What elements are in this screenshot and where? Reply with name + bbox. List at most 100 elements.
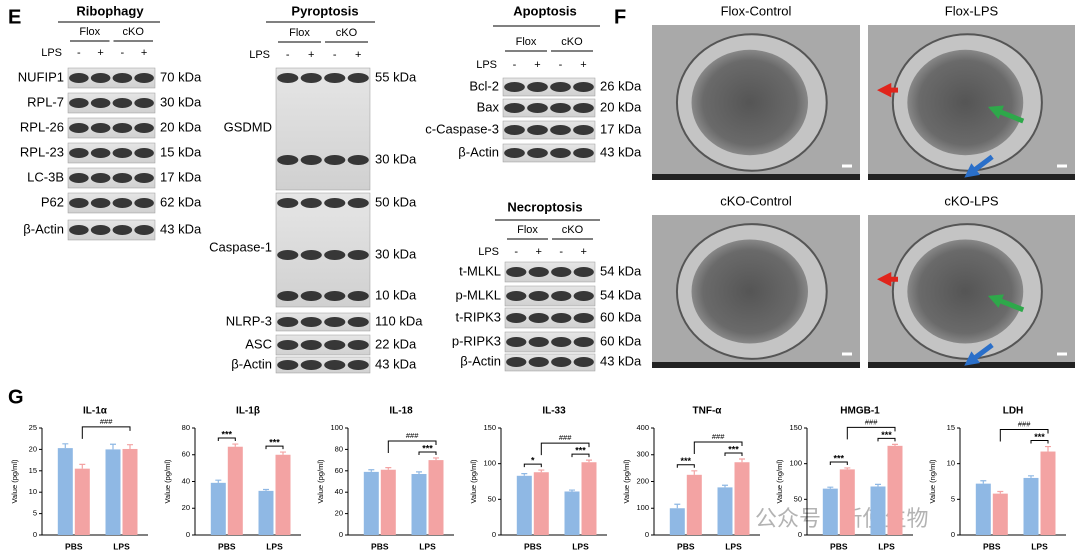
y-tick-label: 0 bbox=[645, 530, 649, 539]
sig-bracket bbox=[676, 464, 695, 468]
y-tick-label: 40 bbox=[182, 476, 190, 485]
treatment-label: LPS bbox=[41, 47, 62, 59]
blot-band bbox=[277, 291, 299, 301]
error-bar bbox=[827, 486, 834, 489]
protein-label: β-Actin bbox=[231, 356, 272, 371]
blot-band bbox=[112, 123, 133, 133]
kda-marker: 26 kDa bbox=[600, 78, 642, 93]
y-tick-label: 100 bbox=[483, 459, 496, 468]
bar bbox=[669, 508, 685, 535]
info-bar bbox=[652, 174, 860, 180]
error-bar bbox=[263, 488, 269, 491]
bar bbox=[975, 483, 991, 535]
lane-sign: + bbox=[580, 59, 586, 71]
blot-band bbox=[277, 360, 299, 370]
kda-marker: 43 kDa bbox=[600, 144, 642, 159]
bar bbox=[564, 491, 580, 535]
kda-marker: 30 kDa bbox=[375, 151, 417, 166]
blot-band bbox=[550, 125, 571, 135]
bar bbox=[1040, 451, 1056, 535]
error-bar bbox=[280, 451, 286, 455]
y-tick-label: 150 bbox=[789, 423, 802, 432]
error-bar bbox=[691, 470, 698, 475]
arrow-head bbox=[877, 271, 892, 287]
x-tick-label: PBS bbox=[65, 541, 83, 551]
bar bbox=[411, 474, 427, 535]
error-bar bbox=[586, 459, 592, 463]
x-tick-label: PBS bbox=[677, 541, 695, 551]
sig-label: *** bbox=[728, 444, 739, 454]
blot-band bbox=[347, 340, 369, 350]
bar bbox=[275, 454, 291, 535]
x-tick-label: PBS bbox=[371, 541, 389, 551]
y-tick-label: 10 bbox=[947, 459, 955, 468]
blot-band bbox=[300, 291, 322, 301]
protein-label: p-MLKL bbox=[455, 287, 501, 302]
kda-marker: 17 kDa bbox=[160, 169, 202, 184]
blot-band bbox=[551, 267, 572, 277]
bar bbox=[516, 475, 532, 535]
blot-strip bbox=[502, 77, 596, 97]
group-label: cKO bbox=[336, 27, 358, 39]
sig-label: * bbox=[531, 455, 535, 465]
image-title: Flox-Control bbox=[721, 3, 792, 18]
lane-sign: + bbox=[97, 47, 103, 59]
bar bbox=[717, 487, 733, 535]
blot-band bbox=[550, 103, 571, 113]
blot-band bbox=[112, 198, 133, 208]
kda-marker: 62 kDa bbox=[160, 194, 202, 209]
lane-sign: + bbox=[534, 59, 540, 71]
image-title: cKO-LPS bbox=[944, 193, 999, 208]
x-tick-label: LPS bbox=[113, 541, 130, 551]
blot-strip bbox=[67, 117, 156, 139]
blot-band bbox=[90, 173, 111, 183]
error-bar bbox=[79, 463, 86, 469]
blot-strip bbox=[502, 143, 596, 163]
blot-strip bbox=[67, 192, 156, 214]
y-tick-label: 100 bbox=[330, 423, 343, 432]
blot-band bbox=[69, 73, 89, 83]
group-label: Flox bbox=[517, 224, 538, 236]
blot-title: Pyroptosis bbox=[291, 3, 358, 18]
panel-letter: E bbox=[8, 6, 21, 28]
lane-sign: + bbox=[141, 47, 147, 59]
kda-marker: 17 kDa bbox=[600, 121, 642, 136]
sig-bracket bbox=[540, 442, 590, 456]
blot-band bbox=[134, 148, 154, 158]
error-bar bbox=[722, 484, 728, 488]
blot-band bbox=[324, 291, 346, 301]
kda-marker: 22 kDa bbox=[375, 336, 417, 351]
bar bbox=[105, 449, 121, 535]
blot-band bbox=[134, 198, 154, 208]
blot-strip bbox=[502, 120, 596, 140]
bar bbox=[839, 469, 855, 535]
group-label: Flox bbox=[289, 27, 310, 39]
panel-letter: F bbox=[614, 6, 626, 28]
blot-band bbox=[277, 317, 299, 327]
sig-bracket bbox=[724, 452, 743, 457]
group-label: Flox bbox=[516, 36, 537, 48]
blot-band bbox=[112, 98, 133, 108]
error-bar bbox=[521, 473, 528, 476]
error-bar bbox=[1028, 475, 1034, 478]
y-tick-label: 25 bbox=[29, 423, 37, 432]
sig-label: *** bbox=[834, 453, 845, 463]
kda-marker: 43 kDa bbox=[600, 353, 642, 368]
y-axis-label: Value (pg/ml) bbox=[163, 459, 172, 504]
kda-marker: 43 kDa bbox=[375, 356, 417, 371]
nucleus bbox=[907, 239, 1024, 344]
sig-label: ### bbox=[100, 417, 113, 426]
blot-title: Necroptosis bbox=[507, 199, 582, 214]
lane-sign: - bbox=[333, 49, 337, 61]
blot-band bbox=[90, 123, 111, 133]
blot-band bbox=[277, 155, 299, 165]
bar bbox=[581, 462, 597, 535]
sig-bracket bbox=[846, 426, 896, 440]
blot-band bbox=[90, 148, 111, 158]
protein-label: ASC bbox=[245, 336, 272, 351]
bar bbox=[74, 468, 90, 535]
x-tick-label: LPS bbox=[725, 541, 742, 551]
lane-sign: - bbox=[513, 59, 517, 71]
blot-band bbox=[504, 125, 525, 135]
kda-marker: 43 kDa bbox=[160, 221, 202, 236]
